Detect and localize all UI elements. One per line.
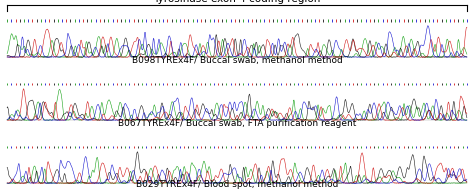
Text: Tyrosinase exon 4 coding region: Tyrosinase exon 4 coding region bbox=[153, 0, 321, 4]
Text: B098TYREx4F/ Buccal swab, methanol method: B098TYREx4F/ Buccal swab, methanol metho… bbox=[132, 56, 342, 65]
Text: B029TYREx4F/ Blood spot, methanol method: B029TYREx4F/ Blood spot, methanol method bbox=[136, 180, 338, 189]
Text: B067TYREx4F/ Buccal swab, FTA purification reagent: B067TYREx4F/ Buccal swab, FTA purificati… bbox=[118, 119, 356, 128]
